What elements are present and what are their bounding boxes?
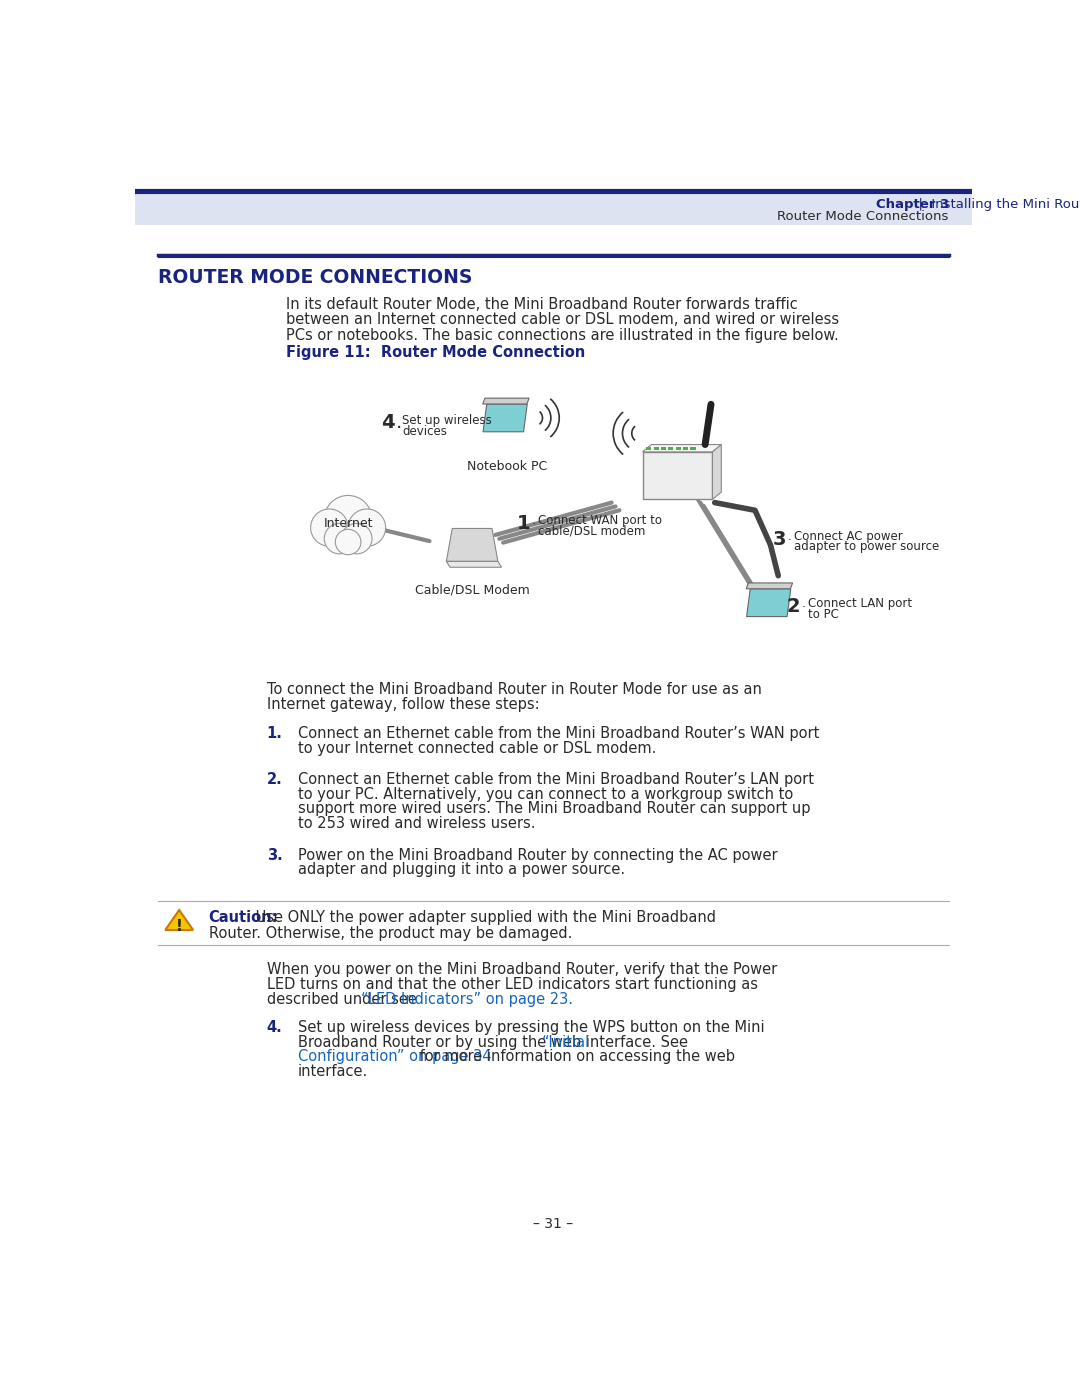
Bar [669, 447, 674, 450]
Text: Notebook PC: Notebook PC [467, 460, 548, 474]
Text: 2: 2 [786, 598, 800, 616]
Text: Cable/DSL Modem: Cable/DSL Modem [415, 584, 529, 597]
Text: between an Internet connected cable or DSL modem, and wired or wireless: between an Internet connected cable or D… [286, 313, 839, 327]
Bar [643, 451, 713, 499]
Text: .: . [396, 412, 403, 432]
Text: to PC: to PC [808, 608, 838, 622]
Text: Broadband Router or by using the web interface. See: Broadband Router or by using the web int… [298, 1035, 692, 1049]
Bar [676, 447, 680, 450]
Text: To connect the Mini Broadband Router in Router Mode for use as an: To connect the Mini Broadband Router in … [267, 682, 761, 697]
Text: 4.: 4. [267, 1020, 283, 1035]
Text: When you power on the Mini Broadband Router, verify that the Power: When you power on the Mini Broadband Rou… [267, 963, 777, 978]
Polygon shape [483, 398, 529, 404]
Polygon shape [643, 444, 721, 451]
Text: Configuration” on page 34: Configuration” on page 34 [298, 1049, 491, 1065]
Text: “LED Indicators” on page 23.: “LED Indicators” on page 23. [361, 992, 572, 1007]
Polygon shape [483, 404, 527, 432]
Bar [653, 447, 659, 450]
Text: In its default Router Mode, the Mini Broadband Router forwards traffic: In its default Router Mode, the Mini Bro… [286, 298, 798, 312]
Text: Connect AC power: Connect AC power [794, 529, 903, 542]
Text: to your Internet connected cable or DSL modem.: to your Internet connected cable or DSL … [298, 740, 657, 756]
Text: Internet gateway, follow these steps:: Internet gateway, follow these steps: [267, 697, 539, 711]
Text: described under see: described under see [267, 992, 421, 1007]
Text: 3.: 3. [267, 848, 283, 862]
Text: !: ! [176, 919, 183, 935]
Text: Figure 11:  Router Mode Connection: Figure 11: Router Mode Connection [286, 345, 585, 360]
Text: Chapter 3: Chapter 3 [876, 198, 948, 211]
Text: cable/DSL modem: cable/DSL modem [538, 525, 646, 538]
Text: to your PC. Alternatively, you can connect to a workgroup switch to: to your PC. Alternatively, you can conne… [298, 787, 793, 802]
Text: Router. Otherwise, the product may be damaged.: Router. Otherwise, the product may be da… [208, 926, 572, 942]
Circle shape [324, 496, 372, 543]
Circle shape [311, 509, 348, 546]
Polygon shape [746, 588, 791, 616]
Circle shape [341, 524, 372, 553]
Bar [135, 191, 972, 225]
Polygon shape [746, 583, 793, 588]
Text: “Initial: “Initial [541, 1035, 590, 1049]
Polygon shape [446, 528, 498, 562]
Text: for more information on accessing the web: for more information on accessing the we… [415, 1049, 735, 1065]
Text: Use ONLY the power adapter supplied with the Mini Broadband: Use ONLY the power adapter supplied with… [251, 909, 716, 925]
Text: Router Mode Connections: Router Mode Connections [778, 210, 948, 222]
Text: Set up wireless: Set up wireless [403, 414, 492, 427]
Bar [646, 447, 651, 450]
Text: to 253 wired and wireless users.: to 253 wired and wireless users. [298, 816, 536, 831]
Text: adapter to power source: adapter to power source [794, 541, 939, 553]
Text: Internet: Internet [323, 517, 373, 529]
Text: 4: 4 [381, 412, 394, 432]
Text: – 31 –: – 31 – [534, 1217, 573, 1231]
Polygon shape [165, 909, 193, 930]
Text: Power on the Mini Broadband Router by connecting the AC power: Power on the Mini Broadband Router by co… [298, 848, 778, 862]
Text: LED turns on and that the other LED indicators start functioning as: LED turns on and that the other LED indi… [267, 977, 758, 992]
Circle shape [335, 529, 361, 555]
Text: |  Installing the Mini Router: | Installing the Mini Router [910, 198, 1080, 211]
Text: Set up wireless devices by pressing the WPS button on the Mini: Set up wireless devices by pressing the … [298, 1020, 765, 1035]
Text: 2.: 2. [267, 773, 283, 787]
Bar [683, 447, 688, 450]
Bar [690, 447, 696, 450]
Text: Connect WAN port to: Connect WAN port to [538, 514, 662, 527]
Text: Connect an Ethernet cable from the Mini Broadband Router’s LAN port: Connect an Ethernet cable from the Mini … [298, 773, 813, 787]
Circle shape [324, 524, 355, 553]
Text: 1.: 1. [267, 726, 283, 740]
Text: 3: 3 [772, 529, 786, 549]
Text: Caution:: Caution: [208, 909, 279, 925]
Polygon shape [713, 444, 721, 499]
Bar [661, 447, 666, 450]
Text: .: . [801, 598, 806, 610]
Text: .: . [787, 529, 792, 542]
Text: Connect LAN port: Connect LAN port [808, 598, 912, 610]
Text: devices: devices [403, 425, 447, 437]
Polygon shape [446, 562, 501, 567]
Text: .: . [531, 514, 536, 527]
Text: support more wired users. The Mini Broadband Router can support up: support more wired users. The Mini Broad… [298, 802, 810, 816]
Text: interface.: interface. [298, 1065, 368, 1078]
Circle shape [348, 509, 386, 546]
Text: PCs or notebooks. The basic connections are illustrated in the figure below.: PCs or notebooks. The basic connections … [286, 328, 839, 342]
Text: 1: 1 [516, 514, 530, 534]
Text: Connect an Ethernet cable from the Mini Broadband Router’s WAN port: Connect an Ethernet cable from the Mini … [298, 726, 819, 740]
Text: adapter and plugging it into a power source.: adapter and plugging it into a power sou… [298, 862, 625, 877]
Text: ROUTER MODE CONNECTIONS: ROUTER MODE CONNECTIONS [159, 268, 473, 288]
